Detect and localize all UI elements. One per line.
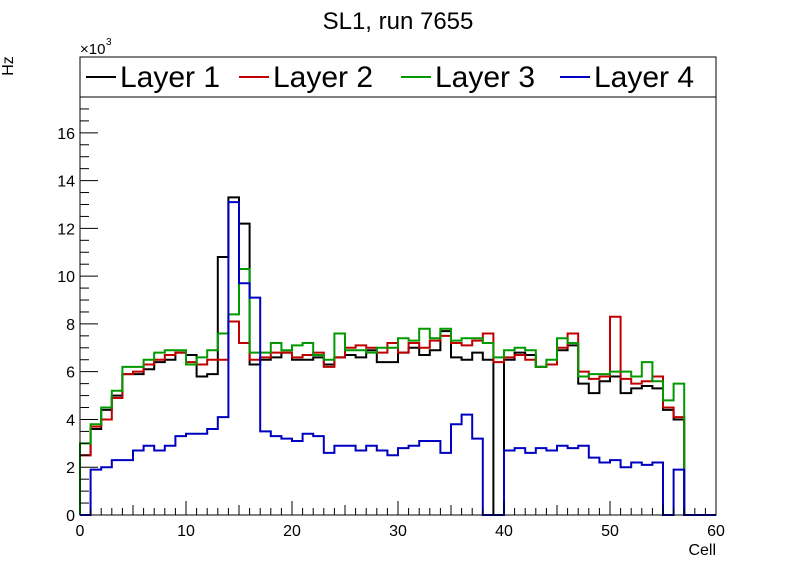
series-layer bbox=[79, 196, 716, 516]
y-multiplier-exponent: 3 bbox=[106, 37, 112, 48]
y-tick-label: 4 bbox=[66, 412, 75, 429]
y-tick-label: 10 bbox=[57, 269, 75, 286]
y-multiplier: ×10 3 bbox=[80, 37, 112, 58]
series-line-layer-4 bbox=[80, 201, 716, 516]
y-multiplier-base: ×10 bbox=[80, 41, 105, 58]
x-tick-label: 20 bbox=[283, 523, 301, 540]
x-tick-label: 50 bbox=[601, 523, 619, 540]
x-axis: 0 10 20 30 40 50 60 bbox=[76, 501, 725, 540]
x-tick-label: 30 bbox=[389, 523, 407, 540]
legend-entry-layer-3: Layer 3 bbox=[401, 61, 535, 94]
y-tick-label: 0 bbox=[66, 508, 75, 525]
legend-label-layer-4: Layer 4 bbox=[594, 61, 694, 94]
y-tick-label: 12 bbox=[57, 221, 75, 238]
y-tick-label: 2 bbox=[66, 460, 75, 477]
legend: Layer 1 Layer 2 Layer 3 Layer 4 bbox=[79, 56, 717, 98]
legend-entry-layer-1: Layer 1 bbox=[86, 61, 220, 94]
legend-entry-layer-2: Layer 2 bbox=[239, 61, 373, 94]
y-axis: 0 2 4 6 8 10 12 14 16 bbox=[57, 96, 98, 525]
legend-label-layer-1: Layer 1 bbox=[120, 61, 220, 94]
legend-label-layer-3: Layer 3 bbox=[435, 61, 535, 94]
x-tick-label: 40 bbox=[495, 523, 513, 540]
legend-entry-layer-4: Layer 4 bbox=[560, 61, 694, 94]
chart-title: SL1, run 7655 bbox=[323, 8, 474, 35]
y-tick-label: 6 bbox=[66, 365, 75, 382]
x-axis-title: Cell bbox=[688, 542, 716, 559]
legend-label-layer-2: Layer 2 bbox=[273, 61, 373, 94]
legend-box bbox=[79, 56, 717, 98]
x-tick-label: 10 bbox=[177, 523, 195, 540]
y-axis-title: Hz bbox=[0, 56, 17, 76]
y-tick-label: 8 bbox=[66, 317, 75, 334]
y-tick-label: 14 bbox=[57, 174, 75, 191]
y-tick-label: 16 bbox=[57, 126, 75, 143]
series-line-layer-3 bbox=[79, 267, 716, 516]
x-tick-label: 0 bbox=[76, 523, 85, 540]
x-tick-label: 60 bbox=[707, 523, 725, 540]
